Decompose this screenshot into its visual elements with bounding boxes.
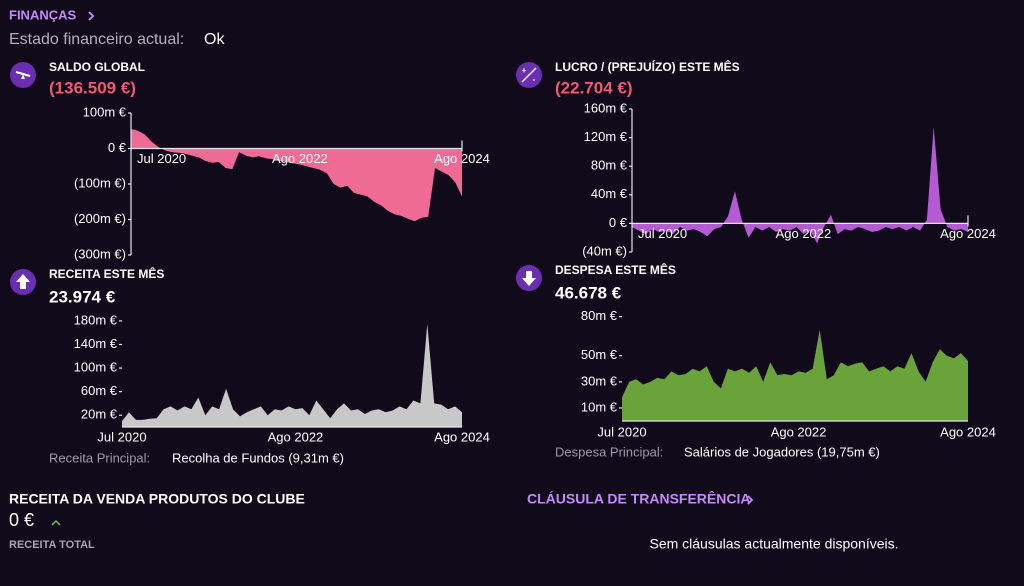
chevron [88, 11, 95, 21]
x-tick-label: Ago 2022 [771, 424, 827, 439]
svg-text:-: - [533, 75, 536, 84]
note-value: Recolha de Fundos (9,31m €) [172, 450, 344, 465]
y-tick-label: 100m € [74, 359, 118, 374]
y-tick-label: 160m € [584, 100, 628, 115]
status-value: Ok [204, 31, 225, 48]
panel-value: 46.678 € [555, 283, 622, 302]
y-tick-label: 180m € [74, 312, 118, 327]
x-tick-label: Jul 2020 [638, 226, 687, 241]
x-tick-label: Ago 2024 [434, 151, 490, 166]
y-tick-label: 0 € [609, 215, 628, 230]
panel-title: DESPESA ESTE MÊS [555, 262, 676, 277]
chevron [747, 495, 754, 505]
y-tick-label: (100m €) [74, 175, 126, 190]
y-tick-label: 140m € [74, 336, 118, 351]
area [131, 129, 462, 222]
x-tick-label: Jul 2020 [97, 429, 146, 444]
y-tick-label: 0 € [108, 140, 127, 155]
finances-link[interactable]: FINANÇAS [9, 7, 76, 22]
panel-value: (136.509 €) [49, 78, 136, 97]
icon [10, 269, 36, 295]
y-tick-label: (40m €) [582, 243, 627, 258]
x-tick-label: Jul 2020 [597, 424, 646, 439]
area [622, 329, 968, 421]
trend-chevron [51, 519, 61, 526]
note-value: Salários de Jogadores (19,75m €) [684, 444, 880, 459]
y-tick-label: 40m € [591, 186, 628, 201]
x-tick-label: Ago 2024 [434, 429, 490, 444]
area [122, 323, 462, 427]
panel-value: (22.704 €) [555, 78, 633, 97]
x-tick-label: Ago 2022 [776, 226, 832, 241]
clauses-link[interactable]: CLÁUSULA DE TRANSFERÊNCIA [527, 490, 750, 507]
y-tick-label: 60m € [81, 383, 118, 398]
y-tick-label: 80m € [581, 308, 618, 323]
icon [516, 265, 542, 291]
icon: + - [516, 62, 542, 88]
merch-value: 0 € [9, 510, 34, 530]
icon [10, 62, 36, 88]
x-tick-label: Ago 2022 [272, 151, 328, 166]
merch-caption: RECEITA TOTAL [9, 539, 95, 551]
svg-text:+: + [522, 66, 527, 75]
panel-title: RECEITA ESTE MÊS [49, 266, 164, 281]
x-tick-label: Ago 2024 [940, 424, 996, 439]
note-label: Despesa Principal: [555, 444, 663, 459]
panel-title: SALDO GLOBAL [49, 60, 145, 74]
y-tick-label: (300m €) [74, 246, 126, 261]
x-tick-label: Jul 2020 [137, 151, 186, 166]
x-tick-label: Ago 2024 [940, 226, 996, 241]
note-label: Receita Principal: [49, 450, 150, 465]
y-tick-label: 120m € [584, 129, 628, 144]
y-tick-label: 80m € [591, 158, 628, 173]
merch-title: RECEITA DA VENDA PRODUTOS DO CLUBE [9, 491, 305, 507]
y-tick-label: 30m € [581, 373, 618, 388]
y-tick-label: (200m €) [74, 211, 126, 226]
panel-title: LUCRO / (PREJUÍZO) ESTE MÊS [555, 59, 740, 74]
y-tick-label: 20m € [81, 407, 118, 422]
clauses-message: Sem cláusulas actualmente disponíveis. [649, 536, 898, 552]
y-tick-label: 100m € [83, 104, 127, 119]
y-tick-label: 50m € [581, 347, 618, 362]
status-label: Estado financeiro actual: [9, 31, 184, 48]
panel-value: 23.974 € [49, 287, 116, 306]
area [632, 126, 968, 244]
y-tick-label: 10m € [581, 399, 618, 414]
x-tick-label: Ago 2022 [268, 429, 324, 444]
